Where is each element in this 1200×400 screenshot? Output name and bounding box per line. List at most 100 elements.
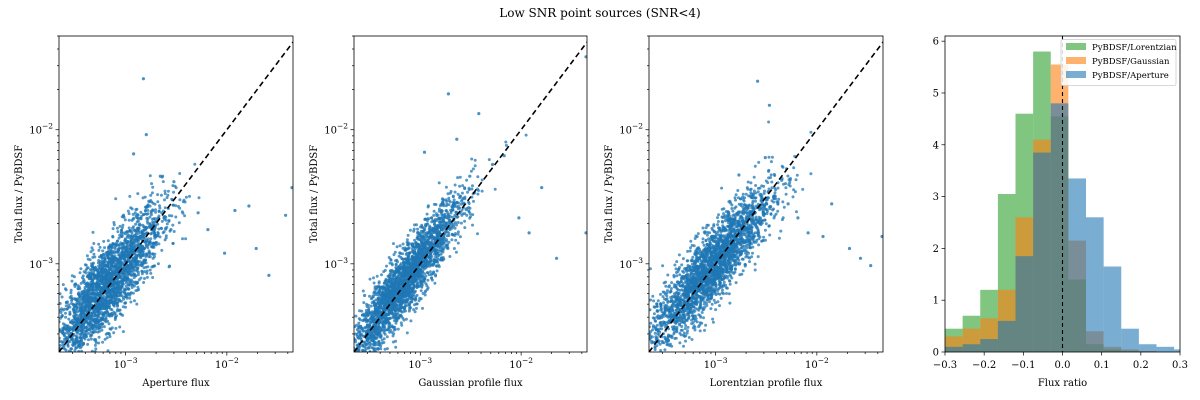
scatter-point xyxy=(385,335,389,339)
scatter-point xyxy=(135,235,139,239)
scatter-point xyxy=(78,271,82,275)
scatter-point xyxy=(125,272,129,276)
scatter-point xyxy=(76,321,80,325)
scatter-point xyxy=(91,287,95,291)
scatter-point xyxy=(83,281,87,285)
scatter-point xyxy=(393,250,397,254)
scatter-point xyxy=(146,208,150,212)
scatter-point xyxy=(418,269,422,273)
scatter-point xyxy=(113,282,117,286)
scatter-point xyxy=(81,295,85,299)
x-axis-label: Gaussian profile flux xyxy=(418,378,523,389)
scatter-point xyxy=(89,337,93,341)
scatter-point xyxy=(144,241,148,245)
scatter-point xyxy=(504,143,508,147)
scatter-point xyxy=(466,190,469,194)
scatter-point xyxy=(139,254,143,258)
scatter-point xyxy=(435,248,438,251)
scatter-point xyxy=(357,326,361,330)
scatter-point xyxy=(441,258,445,262)
scatter-point xyxy=(379,344,383,348)
scatter-point-outlier xyxy=(446,92,450,96)
scatter-point xyxy=(144,255,148,258)
scatter-point xyxy=(467,186,471,190)
scatter-point xyxy=(404,285,408,289)
scatter-point xyxy=(178,172,182,175)
scatter-point xyxy=(430,276,434,280)
scatter-point xyxy=(421,306,424,310)
scatter-point xyxy=(463,219,467,223)
scatter-point xyxy=(93,311,97,315)
scatter-point xyxy=(436,213,440,217)
scatter-point xyxy=(193,162,197,166)
scatter-point xyxy=(395,283,399,287)
scatter-point xyxy=(431,219,435,222)
scatter-point xyxy=(116,262,120,266)
scatter-point xyxy=(88,258,92,262)
scatter-point xyxy=(131,266,135,269)
scatter-point-outlier xyxy=(141,77,145,81)
scatter-point xyxy=(373,310,377,314)
scatter-point xyxy=(63,287,67,291)
scatter-point xyxy=(119,299,123,303)
scatter-point xyxy=(116,304,119,308)
scatter-point xyxy=(420,255,424,259)
scatter-point xyxy=(473,164,477,168)
scatter-point xyxy=(138,235,142,239)
scatter-point xyxy=(121,223,125,227)
scatter-point xyxy=(154,208,157,212)
scatter-point xyxy=(103,257,107,261)
scatter-point xyxy=(394,301,398,305)
scatter-point xyxy=(98,245,102,249)
scatter-point xyxy=(387,287,391,291)
scatter-point xyxy=(372,334,376,338)
scatter-point xyxy=(365,330,369,334)
scatter-point xyxy=(439,236,443,240)
scatter-point xyxy=(459,202,463,206)
scatter-point xyxy=(378,285,382,289)
scatter-point xyxy=(372,281,376,285)
scatter-point xyxy=(433,252,436,256)
scatter-point xyxy=(398,309,401,312)
scatter-point xyxy=(122,297,126,301)
scatter-point xyxy=(437,209,441,213)
scatter-point xyxy=(86,322,90,325)
scatter-point xyxy=(150,182,154,186)
scatter-point xyxy=(91,311,95,315)
scatter-point xyxy=(445,238,448,242)
scatter-point xyxy=(76,330,80,334)
scatter-point xyxy=(163,189,167,193)
scatter-point xyxy=(402,305,406,309)
scatter-point xyxy=(122,257,126,261)
scatter-point xyxy=(102,288,106,292)
scatter-point xyxy=(110,326,114,330)
scatter-point xyxy=(172,230,176,233)
scatter-point xyxy=(96,261,100,265)
scatter-point xyxy=(145,216,149,220)
scatter-point xyxy=(382,341,386,344)
scatter-point xyxy=(145,269,149,273)
scatter-point xyxy=(442,204,446,208)
scatter-point xyxy=(381,287,385,290)
scatter-point xyxy=(92,252,96,256)
scatter-point xyxy=(434,274,438,278)
scatter-point xyxy=(357,321,361,325)
scatter-point xyxy=(371,346,375,350)
scatter-point xyxy=(398,244,402,248)
scatter-point xyxy=(357,324,361,328)
scatter-point xyxy=(423,290,427,294)
scatter-point xyxy=(453,226,457,230)
scatter-point xyxy=(442,198,446,202)
scatter-point xyxy=(133,211,137,215)
scatter-point xyxy=(158,206,162,210)
scatter-point xyxy=(131,291,135,295)
scatter-point xyxy=(156,222,160,226)
scatter-point xyxy=(437,245,441,249)
scatter-point xyxy=(430,239,434,243)
scatter-point xyxy=(146,265,150,269)
scatter-point xyxy=(393,280,397,284)
scatter-point xyxy=(409,300,413,304)
scatter-point xyxy=(99,254,103,258)
scatter-point xyxy=(434,255,438,259)
